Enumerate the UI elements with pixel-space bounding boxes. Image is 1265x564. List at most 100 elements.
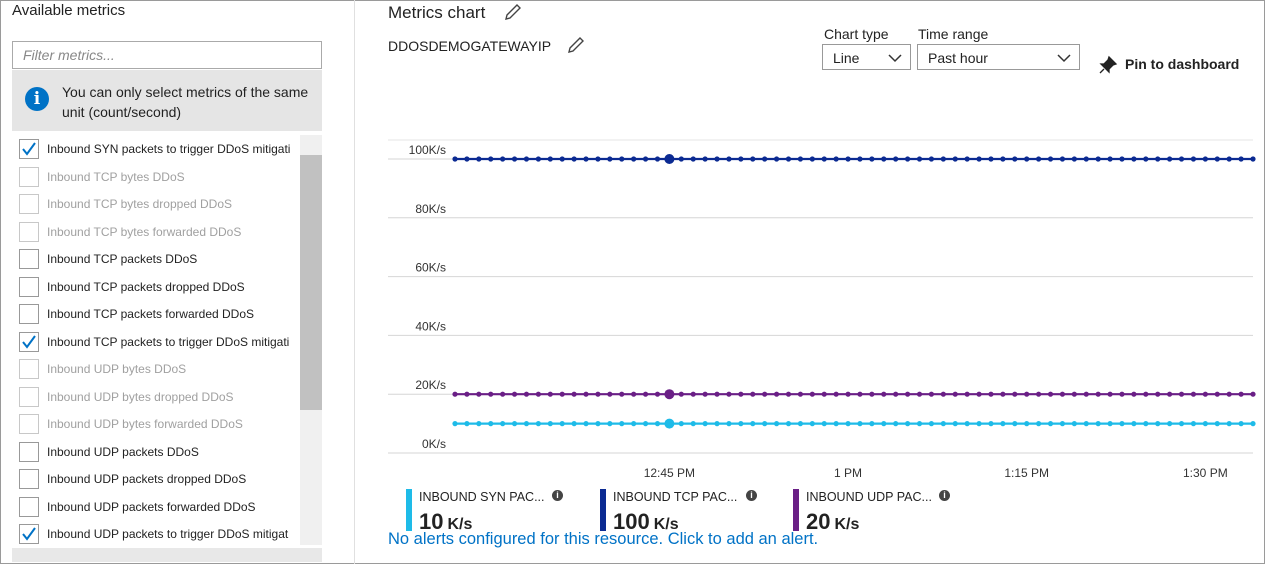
data-point xyxy=(1083,391,1089,397)
data-point xyxy=(1107,421,1113,427)
metric-item: Inbound TCP bytes forwarded DDoS xyxy=(12,219,300,246)
data-point xyxy=(773,421,780,427)
info-icon: i xyxy=(25,87,49,111)
pin-button[interactable]: Pin to dashboard xyxy=(1125,56,1240,72)
data-point xyxy=(881,156,887,162)
data-point xyxy=(869,391,875,397)
data-point xyxy=(1095,421,1101,427)
legend-swatch xyxy=(600,489,606,531)
data-point xyxy=(535,421,541,427)
checkbox[interactable] xyxy=(19,331,39,352)
scrollbar[interactable] xyxy=(300,135,322,545)
data-point xyxy=(500,421,506,427)
checkbox[interactable] xyxy=(19,249,39,269)
line-chart: 0K/s 20K/s 40K/s 60K/s 80K/s 100K/s 12:45 PM 1 … xyxy=(388,139,1256,480)
data-point xyxy=(464,391,470,397)
checkbox xyxy=(19,194,39,214)
data-point xyxy=(940,391,946,397)
legend-value: 100 K/s xyxy=(613,509,679,535)
data-point xyxy=(583,421,589,427)
data-point xyxy=(1178,391,1185,397)
edit-icon[interactable] xyxy=(503,2,523,22)
data-point xyxy=(571,421,577,427)
data-point xyxy=(1059,421,1066,427)
summary-value: 100 xyxy=(613,509,650,534)
metric-item: Inbound UDP packets DDoS xyxy=(12,439,300,466)
data-point xyxy=(523,391,530,397)
checkbox[interactable] xyxy=(19,276,39,297)
y-tick-label: 20K/s xyxy=(415,378,446,392)
checkbox[interactable] xyxy=(19,304,39,324)
data-point xyxy=(535,391,541,397)
metric-label: Inbound UDP bytes DDoS xyxy=(47,362,187,376)
pin-icon[interactable] xyxy=(1098,55,1118,75)
data-point xyxy=(595,421,601,427)
data-point xyxy=(1214,421,1220,427)
filter-input[interactable]: Filter metrics... xyxy=(12,41,322,69)
info-icon: i xyxy=(552,490,563,501)
data-point xyxy=(619,421,625,427)
data-point xyxy=(1107,391,1113,397)
edit-icon[interactable] xyxy=(566,35,586,55)
data-point xyxy=(1036,156,1042,162)
data-point xyxy=(952,156,958,162)
legend-name: INBOUND TCP PAC... xyxy=(613,490,738,504)
metric-label: Inbound UDP packets DDoS xyxy=(47,444,199,459)
data-point xyxy=(642,421,649,427)
data-point xyxy=(1107,156,1113,162)
data-point xyxy=(1178,156,1185,162)
data-point xyxy=(1202,391,1208,397)
data-point xyxy=(571,391,577,397)
data-point xyxy=(511,156,518,162)
data-point xyxy=(547,421,553,427)
data-point xyxy=(511,421,518,427)
data-point xyxy=(833,421,839,427)
metric-label: Inbound TCP packets to trigger DDoS miti… xyxy=(47,334,290,349)
data-point xyxy=(1083,156,1089,162)
data-point xyxy=(1202,421,1208,427)
data-point xyxy=(1047,391,1054,397)
data-point xyxy=(488,156,494,162)
alert-link[interactable]: No alerts configured for this resource. … xyxy=(388,530,819,548)
data-point xyxy=(464,156,470,162)
data-point xyxy=(845,391,851,397)
data-point xyxy=(821,391,827,397)
checkbox[interactable] xyxy=(19,469,39,489)
checkbox[interactable] xyxy=(19,139,39,159)
data-point xyxy=(1059,156,1066,162)
y-tick-label: 40K/s xyxy=(415,319,446,333)
checkbox[interactable] xyxy=(19,441,39,462)
data-point xyxy=(750,421,756,427)
dropdown-value: Line xyxy=(833,50,860,66)
data-point xyxy=(714,421,720,427)
data-point xyxy=(762,421,768,427)
summary-unit: K/s xyxy=(653,516,679,533)
legend-swatch xyxy=(406,489,412,531)
data-point xyxy=(916,421,923,427)
data-point xyxy=(559,156,565,162)
scroll-thumb[interactable] xyxy=(300,155,322,410)
data-point xyxy=(1167,421,1173,427)
time-range-dropdown[interactable]: Past hour xyxy=(917,44,1080,70)
scrollbar[interactable] xyxy=(12,548,322,562)
checkbox[interactable] xyxy=(19,524,39,544)
data-point xyxy=(1000,421,1006,427)
data-point xyxy=(714,391,720,397)
data-point xyxy=(940,421,946,427)
data-point xyxy=(821,421,827,427)
data-point xyxy=(1214,156,1220,162)
data-point xyxy=(595,156,601,162)
y-tick-label: 0K/s xyxy=(422,437,446,451)
info-text: You can only select metrics of the same … xyxy=(62,84,309,120)
y-tick-label: 80K/s xyxy=(415,202,446,216)
metric-label: Inbound UDP bytes dropped DDoS xyxy=(47,389,234,404)
checkbox[interactable] xyxy=(19,496,39,517)
data-point xyxy=(1047,421,1054,427)
data-point xyxy=(488,421,494,427)
chart-type-dropdown[interactable]: Line xyxy=(822,44,911,70)
summary-value: 10 xyxy=(419,509,444,534)
data-point xyxy=(583,391,589,397)
data-point xyxy=(642,156,649,162)
resource-name: DDOSDEMOGATEWAYIP xyxy=(388,38,552,54)
data-point xyxy=(1155,421,1161,427)
